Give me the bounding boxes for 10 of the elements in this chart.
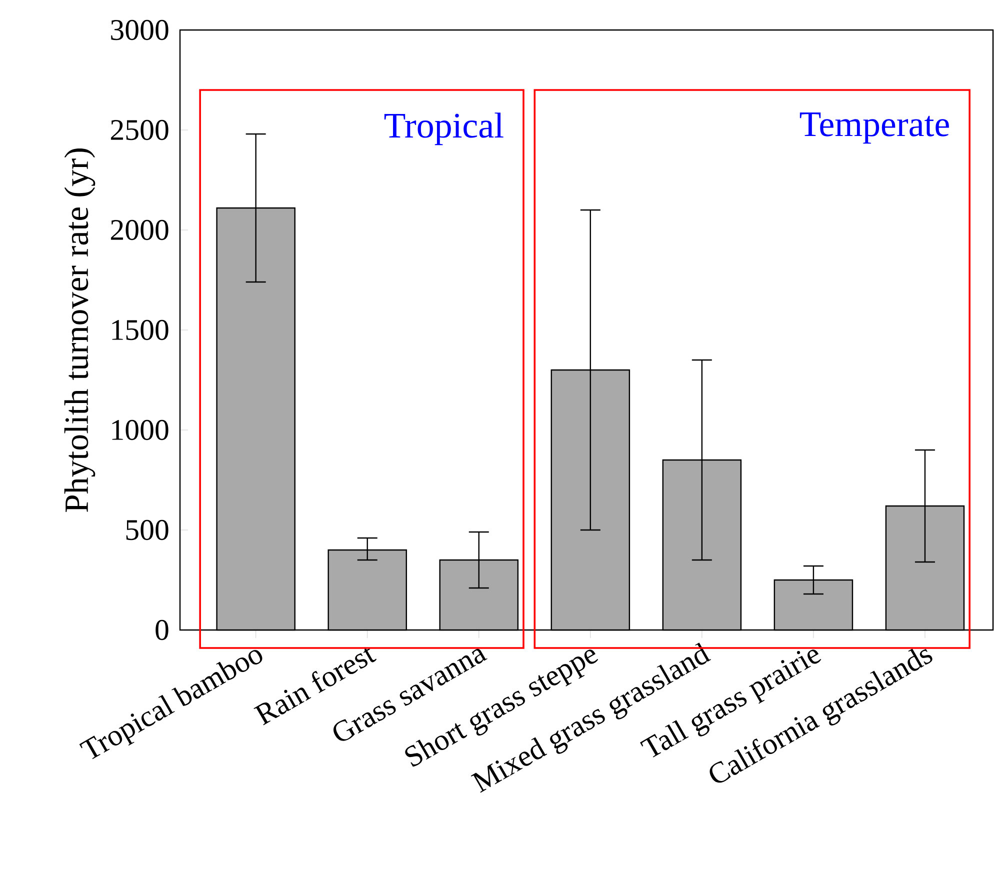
y-tick-label: 0 (156, 620, 168, 640)
y-tick-label: 2500 (110, 120, 168, 140)
y-tick-label: 1000 (112, 420, 168, 440)
annotation: Temperate (800, 112, 949, 144)
y-tick-label: 1500 (112, 320, 168, 340)
y-tick-label: 500 (126, 520, 168, 540)
y-tick-label: 3000 (111, 20, 168, 40)
y-tick-label: 2000 (110, 220, 168, 240)
y-axis-title: Phytolith turnover rate (yr) (64, 148, 96, 512)
annotation: Tropical (384, 112, 504, 146)
